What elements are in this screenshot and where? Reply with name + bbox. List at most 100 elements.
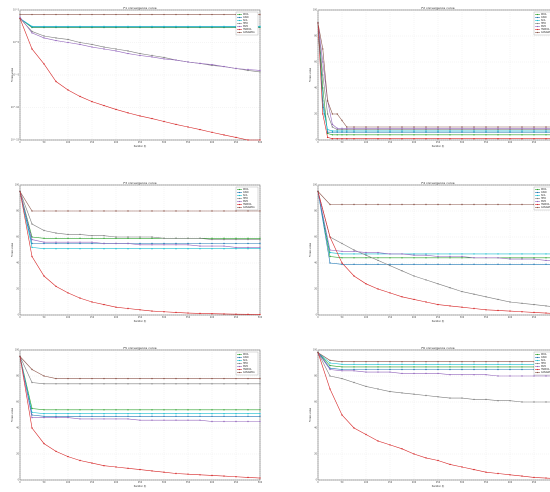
- data-point-hho: [175, 237, 177, 239]
- data-point-hho: [247, 238, 249, 241]
- y-axis-label: Fitness value: [309, 407, 312, 422]
- legend-label: MVO: [541, 200, 546, 203]
- data-point-mvo: [497, 257, 499, 259]
- data-point-mvo: [425, 127, 427, 129]
- data-point-sca: [235, 413, 237, 415]
- data-point-woa: [485, 366, 487, 368]
- chart-title: F6 convergence curve: [421, 346, 454, 350]
- data-point-gosawoa: [521, 126, 523, 128]
- y-axis-label: Fitness value: [11, 242, 14, 257]
- data-point-hswoa: [336, 138, 338, 140]
- x-tick-label: 50: [341, 316, 344, 319]
- data-point-sca: [127, 248, 129, 250]
- data-point-gosawoa: [79, 377, 81, 380]
- data-point-woa: [139, 409, 141, 411]
- data-point-gosawoa: [67, 13, 69, 16]
- y-tick-label: 20: [314, 288, 317, 291]
- data-point-sca: [91, 25, 93, 28]
- data-point-mvo: [259, 69, 261, 72]
- legend-label: HSWOA: [243, 203, 252, 206]
- data-point-hswoa: [545, 312, 547, 314]
- data-point-sca: [497, 253, 499, 255]
- data-point-gosawoa: [437, 361, 439, 363]
- data-point-gosawoa: [43, 375, 45, 377]
- data-point-hho: [259, 383, 261, 385]
- chart-svg: 0 50 100 150 200 250 300 350 400 450 500 10^-15 10^-…: [11, 6, 263, 148]
- y-axis-label: Fitness value: [11, 407, 14, 422]
- data-point-gwo: [247, 242, 249, 245]
- data-point-gwo: [79, 242, 81, 245]
- data-point-hswoa: [545, 477, 547, 479]
- y-tick-label: 80: [16, 375, 19, 378]
- x-tick-label: 100: [364, 141, 369, 144]
- data-point-hswoa: [127, 307, 129, 310]
- data-point-hho: [115, 48, 117, 50]
- data-point-gosawoa: [365, 361, 367, 363]
- y-tick-label: 40: [314, 427, 317, 430]
- legend-marker: [536, 194, 539, 197]
- data-point-gosawoa: [175, 377, 177, 380]
- x-tick-label: 450: [234, 316, 239, 319]
- data-point-woa: [353, 134, 355, 136]
- data-point-mvo: [401, 127, 403, 129]
- data-point-gwo: [437, 263, 439, 265]
- data-point-gosawoa: [485, 203, 487, 206]
- data-point-mvo: [199, 245, 201, 247]
- data-point-mvo: [127, 52, 129, 55]
- data-point-sca: [509, 363, 511, 365]
- data-point-hswoa: [127, 467, 129, 469]
- legend-marker: [238, 31, 241, 34]
- legend-marker: [536, 359, 539, 362]
- data-point-hswoa: [259, 313, 261, 316]
- data-point-gwo: [413, 131, 415, 133]
- data-point-mvo: [425, 254, 427, 256]
- data-point-hho: [521, 401, 523, 403]
- x-axis-label: Iteration (t): [134, 320, 147, 323]
- data-point-sca: [43, 25, 45, 28]
- chart-svg: 0501001502002503003504004505000204060801…: [309, 346, 550, 488]
- data-point-mvo: [322, 61, 324, 63]
- data-point-woa: [235, 409, 237, 411]
- data-point-gwo: [521, 131, 523, 133]
- data-point-mvo: [389, 253, 391, 255]
- data-point-mvo: [437, 255, 439, 258]
- data-point-sca: [365, 253, 367, 255]
- data-point-gosawoa: [199, 210, 201, 212]
- data-point-hswoa: [55, 450, 57, 453]
- legend-marker: [536, 365, 539, 368]
- data-point-mvo: [55, 241, 57, 243]
- data-point-gwo: [413, 368, 415, 371]
- x-tick-label: 200: [412, 141, 417, 144]
- data-point-mvo: [247, 420, 249, 423]
- data-point-hho: [127, 383, 129, 385]
- x-axis-label: Iteration (t): [134, 145, 147, 148]
- data-point-hho: [449, 287, 451, 289]
- data-point-sca: [425, 253, 427, 255]
- data-point-hho: [473, 128, 475, 131]
- data-point-sca: [473, 253, 475, 255]
- data-point-gwo: [235, 242, 237, 245]
- data-point-hswoa: [247, 313, 249, 316]
- x-tick-label: 200: [114, 141, 119, 144]
- data-point-mvo: [545, 127, 547, 129]
- data-point-sca: [377, 253, 379, 255]
- data-point-hho: [67, 383, 69, 385]
- data-point-gosawoa: [163, 377, 165, 380]
- data-point-gosawoa: [497, 361, 499, 363]
- data-point-gosawoa: [437, 203, 439, 206]
- x-tick-label: 300: [162, 316, 167, 319]
- data-point-woa: [322, 87, 324, 89]
- chart-svg: 0501001502002503003504004505000204060801…: [309, 181, 550, 323]
- x-tick-label: 450: [234, 481, 239, 484]
- data-point-sca: [497, 130, 499, 132]
- data-point-mvo: [533, 127, 535, 129]
- x-tick-label: 150: [90, 316, 95, 319]
- data-point-sca: [425, 363, 427, 365]
- data-point-gwo: [449, 368, 451, 371]
- data-point-mvo: [187, 419, 189, 421]
- x-tick-label: 500: [258, 316, 263, 319]
- legend-label: HSWOA: [243, 368, 252, 371]
- data-point-gwo: [389, 263, 391, 265]
- data-point-hswoa: [91, 462, 93, 464]
- data-point-woa: [55, 237, 57, 239]
